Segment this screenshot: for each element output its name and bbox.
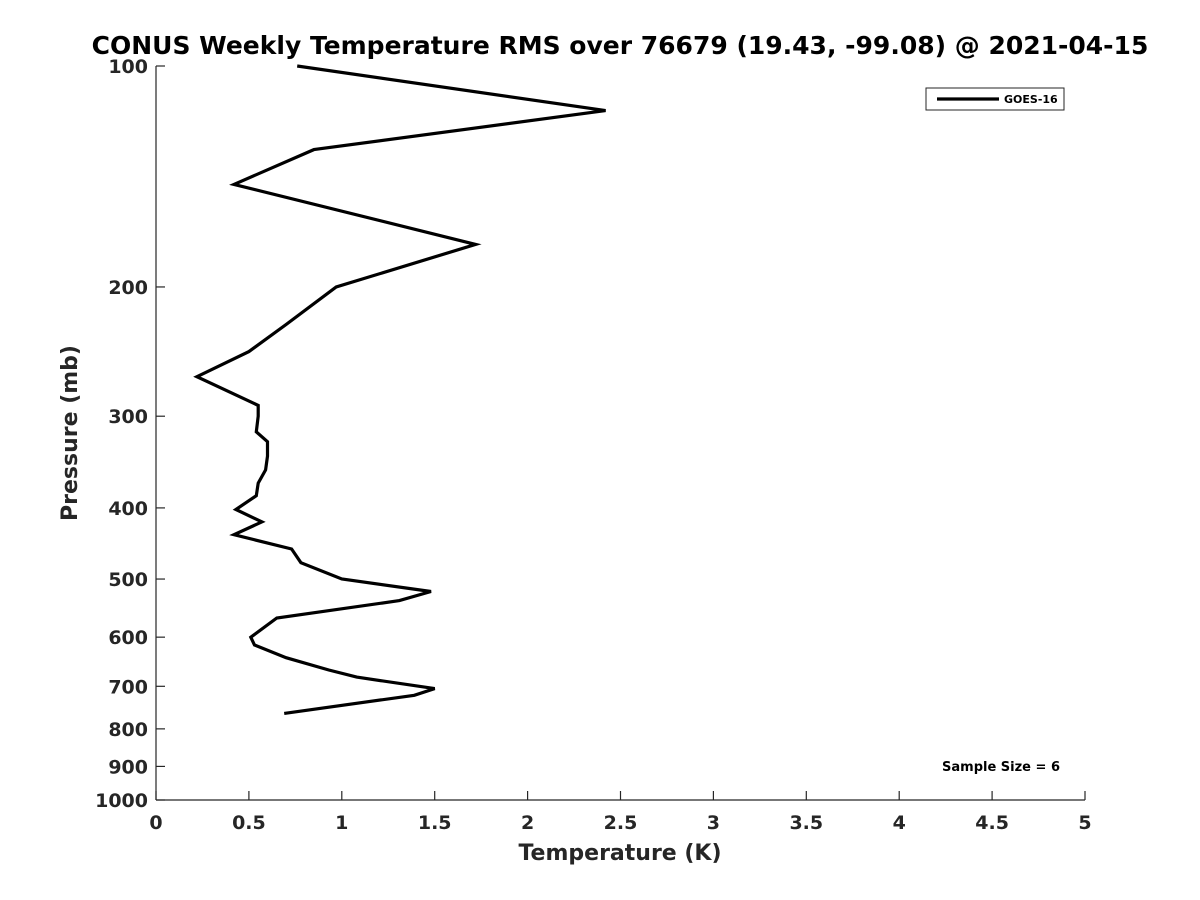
- x-tick-label: 3: [707, 812, 720, 834]
- y-tick-label: 300: [108, 406, 148, 428]
- y-axis-label: Pressure (mb): [58, 345, 83, 521]
- x-tick-label: 4: [893, 812, 906, 834]
- x-ticks: 0 0.5 1 1.5 2 2.5 3 3.5 4 4.5 5: [149, 791, 1092, 834]
- legend: GOES-16: [925, 87, 1065, 111]
- x-tick-label: 0: [149, 812, 162, 834]
- x-tick-label: 1: [335, 812, 348, 834]
- y-ticks: 100 200 300 400 500 600 700 800 900 1000: [95, 56, 165, 812]
- chart-title: CONUS Weekly Temperature RMS over 76679 …: [92, 31, 1149, 60]
- x-axis-label: Temperature (K): [518, 841, 721, 866]
- x-tick-label: 2: [521, 812, 534, 834]
- y-tick-label: 800: [108, 719, 148, 741]
- series-line-goes-16: [193, 64, 606, 715]
- x-tick-label: 3.5: [789, 812, 823, 834]
- y-tick-label: 100: [108, 56, 148, 78]
- y-tick-label: 500: [108, 569, 148, 591]
- y-tick-label: 200: [108, 277, 148, 299]
- x-tick-label: 4.5: [975, 812, 1009, 834]
- x-tick-label: 2.5: [604, 812, 638, 834]
- legend-label-goes-16: GOES-16: [1004, 93, 1058, 106]
- y-tick-label: 600: [108, 627, 148, 649]
- x-tick-label: 5: [1078, 812, 1091, 834]
- sample-size-annotation: Sample Size = 6: [942, 760, 1060, 775]
- series-group: [193, 64, 606, 715]
- x-tick-label: 1.5: [418, 812, 452, 834]
- y-tick-label: 1000: [95, 790, 148, 812]
- y-tick-label: 700: [108, 676, 148, 698]
- y-tick-label: 400: [108, 498, 148, 520]
- y-tick-label: 900: [108, 756, 148, 778]
- x-tick-label: 0.5: [232, 812, 266, 834]
